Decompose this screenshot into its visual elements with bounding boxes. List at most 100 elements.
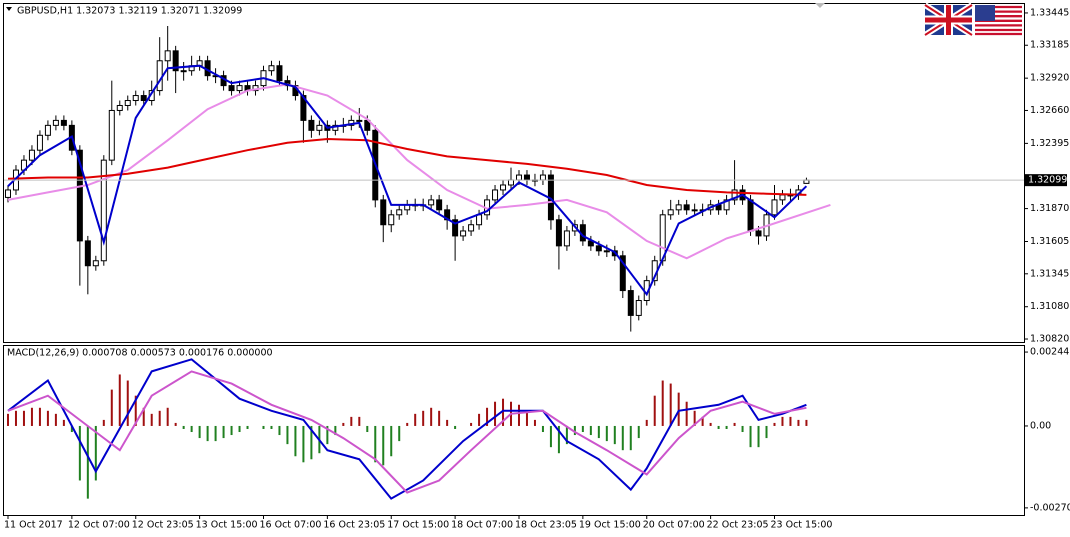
histogram-bar: [645, 419, 648, 426]
indicator-line: [7, 358, 807, 500]
histogram-bar: [310, 425, 313, 460]
histogram-bar: [182, 425, 185, 429]
candle-body: [555, 219, 562, 247]
histogram-bar: [765, 425, 768, 439]
candle-body: [4, 189, 11, 198]
histogram-bar: [166, 407, 169, 426]
candle-body: [180, 70, 187, 73]
y-tick-label: 1.31870: [1030, 203, 1069, 214]
candle-body: [747, 199, 754, 232]
candle-body: [44, 124, 51, 136]
histogram-bar: [102, 419, 105, 426]
histogram-bar: [142, 407, 145, 426]
histogram-bar: [549, 425, 552, 448]
x-tick-label: 20 Oct 07:00: [643, 520, 705, 531]
y-tick-label: 1.31080: [1030, 301, 1069, 312]
candle-body: [468, 224, 475, 232]
flag-canton: [975, 5, 995, 21]
histogram-bar: [382, 425, 385, 466]
histogram-bar: [366, 425, 369, 433]
histogram-bar: [38, 407, 41, 426]
shift-marker: [815, 3, 825, 8]
histogram-bar: [6, 413, 9, 426]
price-panel-frame: [3, 3, 1025, 343]
candle-body: [515, 174, 522, 181]
histogram-bar: [597, 425, 600, 439]
macd-panel-frame: [3, 345, 1025, 516]
candle-body: [563, 230, 570, 247]
candle-body: [523, 174, 530, 181]
y-tick-label: 1.31345: [1030, 268, 1069, 279]
histogram-bar: [677, 392, 680, 426]
candle-body: [108, 109, 115, 161]
histogram-bar: [14, 410, 17, 426]
histogram-bar: [134, 395, 137, 426]
candle-body: [396, 209, 403, 216]
candle-body: [156, 60, 163, 92]
candle-body: [460, 230, 467, 237]
histogram-bar: [406, 422, 409, 426]
histogram-bar: [150, 413, 153, 426]
histogram-bar: [206, 425, 209, 442]
y-tick-label: 1.32660: [1030, 105, 1069, 116]
candle-body: [492, 189, 499, 201]
candle-body: [268, 65, 275, 72]
candle-body: [100, 159, 107, 262]
candle-body: [164, 50, 171, 62]
histogram-bar: [701, 416, 704, 426]
histogram-bar: [86, 425, 89, 499]
histogram-bar: [637, 425, 640, 439]
candle-body: [508, 179, 515, 186]
histogram-bar: [78, 425, 81, 481]
histogram-bar: [422, 410, 425, 426]
histogram-bar: [693, 410, 696, 426]
candle-body: [28, 149, 35, 161]
candle-body: [140, 95, 147, 102]
histogram-bar: [302, 425, 305, 463]
histogram-bar: [533, 419, 536, 426]
histogram-bar: [502, 398, 505, 426]
histogram-bar: [685, 401, 688, 426]
histogram-bar: [430, 407, 433, 426]
y-tick-label: 1.32920: [1030, 73, 1069, 84]
histogram-bar: [446, 419, 449, 426]
x-tick-label: 13 Oct 15:00: [196, 520, 258, 531]
candle-body: [388, 214, 395, 226]
histogram-bar: [789, 416, 792, 426]
histogram-bar: [725, 425, 728, 429]
histogram-bar: [470, 422, 473, 426]
candle-body: [595, 245, 602, 252]
histogram-bar: [334, 425, 337, 436]
histogram-bar: [797, 419, 800, 426]
histogram-bar: [374, 425, 377, 463]
y-tick-label: 0.00: [1030, 420, 1051, 431]
histogram-bar: [653, 395, 656, 426]
x-tick-label: 18 Oct 23:05: [515, 520, 577, 531]
dropdown-icon[interactable]: [6, 7, 12, 11]
candle-body: [124, 100, 131, 106]
candle-body: [428, 199, 435, 206]
histogram-bar: [486, 407, 489, 426]
histogram-bar: [454, 425, 457, 429]
histogram-bar: [605, 425, 608, 442]
indicator-line: [7, 370, 807, 494]
histogram-bar: [46, 410, 49, 426]
histogram-bar: [565, 425, 568, 445]
histogram-bar: [62, 419, 65, 426]
candle-body: [779, 194, 786, 201]
histogram-bar: [326, 425, 329, 445]
histogram-bar: [438, 410, 441, 426]
histogram-bar: [749, 425, 752, 448]
candle-body: [683, 204, 690, 211]
candle-body: [92, 260, 99, 267]
flag-stripes: [975, 5, 1022, 36]
histogram-bar: [262, 425, 265, 429]
histogram-bar: [190, 425, 193, 433]
x-tick-label: 17 Oct 15:00: [387, 520, 449, 531]
histogram-bar: [358, 416, 361, 426]
candle-body: [452, 219, 459, 237]
x-tick-label: 23 Oct 15:00: [770, 520, 832, 531]
candle-body: [539, 174, 546, 181]
